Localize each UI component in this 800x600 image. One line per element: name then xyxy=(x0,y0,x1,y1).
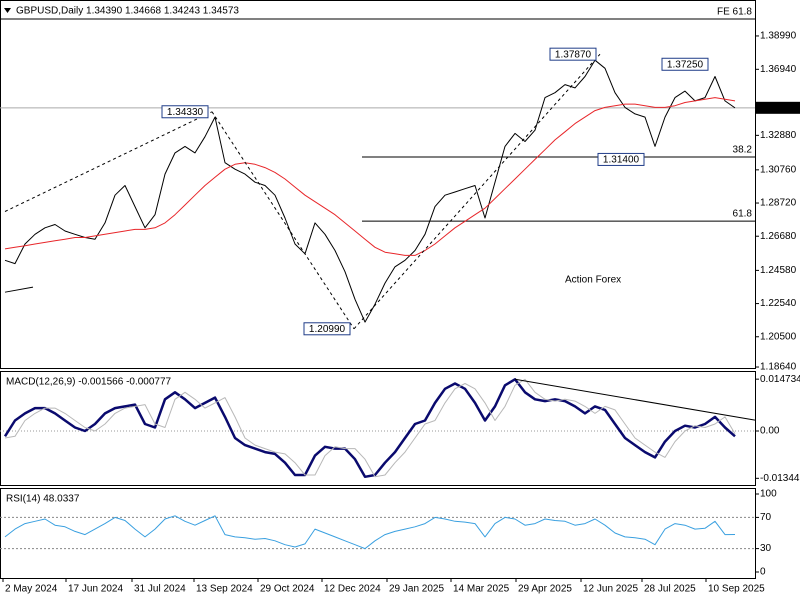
y-tick-label: 70 xyxy=(760,512,772,523)
x-tick-label: 14 Mar 2025 xyxy=(453,584,510,595)
trend-line xyxy=(4,111,213,212)
trend-line xyxy=(211,111,355,330)
current-price-box xyxy=(756,101,800,114)
x-tick-label: 12 Jun 2025 xyxy=(583,584,638,595)
trend-line xyxy=(353,53,601,330)
y-tick-label: 1.26680 xyxy=(760,231,797,242)
y-tick-label: 1.30760 xyxy=(760,164,797,175)
panel-frame xyxy=(0,488,756,579)
trend-line xyxy=(4,286,34,293)
panel-frame xyxy=(0,0,756,369)
x-tick-label: 29 Oct 2024 xyxy=(260,584,315,595)
series-line xyxy=(4,378,736,478)
y-tick-label: 1.22540 xyxy=(760,298,797,309)
annotation-box xyxy=(549,47,597,61)
x-tick-label: 31 Jul 2024 xyxy=(134,584,186,595)
annotation-box xyxy=(303,322,351,336)
y-tick-label: 0 xyxy=(760,567,766,578)
series-line xyxy=(3,378,736,479)
annotation-label: 1.34330 xyxy=(167,107,204,118)
watermark: Action Forex xyxy=(565,275,621,286)
x-tick-label: 28 Jul 2025 xyxy=(644,584,696,595)
annotation-label: 1.31400 xyxy=(603,155,640,166)
level-label: 61.8 xyxy=(733,209,753,220)
trend-line xyxy=(514,378,756,421)
y-tick-label: 1.38990 xyxy=(760,31,797,42)
y-tick-label: 100 xyxy=(760,489,777,500)
y-tick-label: 1.18640 xyxy=(760,362,797,373)
menu-icon xyxy=(4,8,11,13)
y-tick-label: 1.36940 xyxy=(760,64,797,75)
panel-frame xyxy=(0,371,756,486)
series-line xyxy=(4,97,736,256)
x-tick-label: 13 Sep 2024 xyxy=(196,584,253,595)
panel-title: RSI(14) 48.0337 xyxy=(6,494,80,505)
y-tick-label: 1.32880 xyxy=(760,130,797,141)
y-tick-label: 0.014734 xyxy=(760,374,800,385)
y-tick-label: 1.28720 xyxy=(760,198,797,209)
x-tick-label: 17 Jun 2024 xyxy=(68,584,123,595)
annotation-box xyxy=(597,152,645,166)
x-tick-label: 2 May 2024 xyxy=(5,584,58,595)
series-line xyxy=(4,59,736,323)
y-tick-label: 30 xyxy=(760,543,772,554)
current-price-label: 1.34573 xyxy=(760,103,797,114)
level-label: FE 61.8 xyxy=(717,7,752,18)
panel-title: GBPUSD,Daily 1.34390 1.34668 1.34243 1.3… xyxy=(16,6,239,17)
annotation-label: 1.20990 xyxy=(309,324,346,335)
panel-title: MACD(12,26,9) -0.001566 -0.000777 xyxy=(6,377,172,388)
y-tick-label: 1.20500 xyxy=(760,331,797,342)
x-tick-label: 10 Sep 2025 xyxy=(708,584,765,595)
y-tick-label: -0.013442 xyxy=(760,473,800,484)
series-line xyxy=(4,515,736,550)
y-tick-label: 1.24580 xyxy=(760,265,797,276)
x-tick-label: 12 Dec 2024 xyxy=(324,584,381,595)
annotation-label: 1.37870 xyxy=(555,49,592,60)
annotation-box xyxy=(661,57,709,71)
x-tick-label: 29 Jan 2025 xyxy=(389,584,444,595)
annotation-box xyxy=(161,105,209,119)
annotation-label: 1.37250 xyxy=(667,59,704,70)
level-label: 38.2 xyxy=(733,145,753,156)
x-tick-label: 29 Apr 2025 xyxy=(518,584,572,595)
y-tick-label: 0.00 xyxy=(760,426,780,437)
